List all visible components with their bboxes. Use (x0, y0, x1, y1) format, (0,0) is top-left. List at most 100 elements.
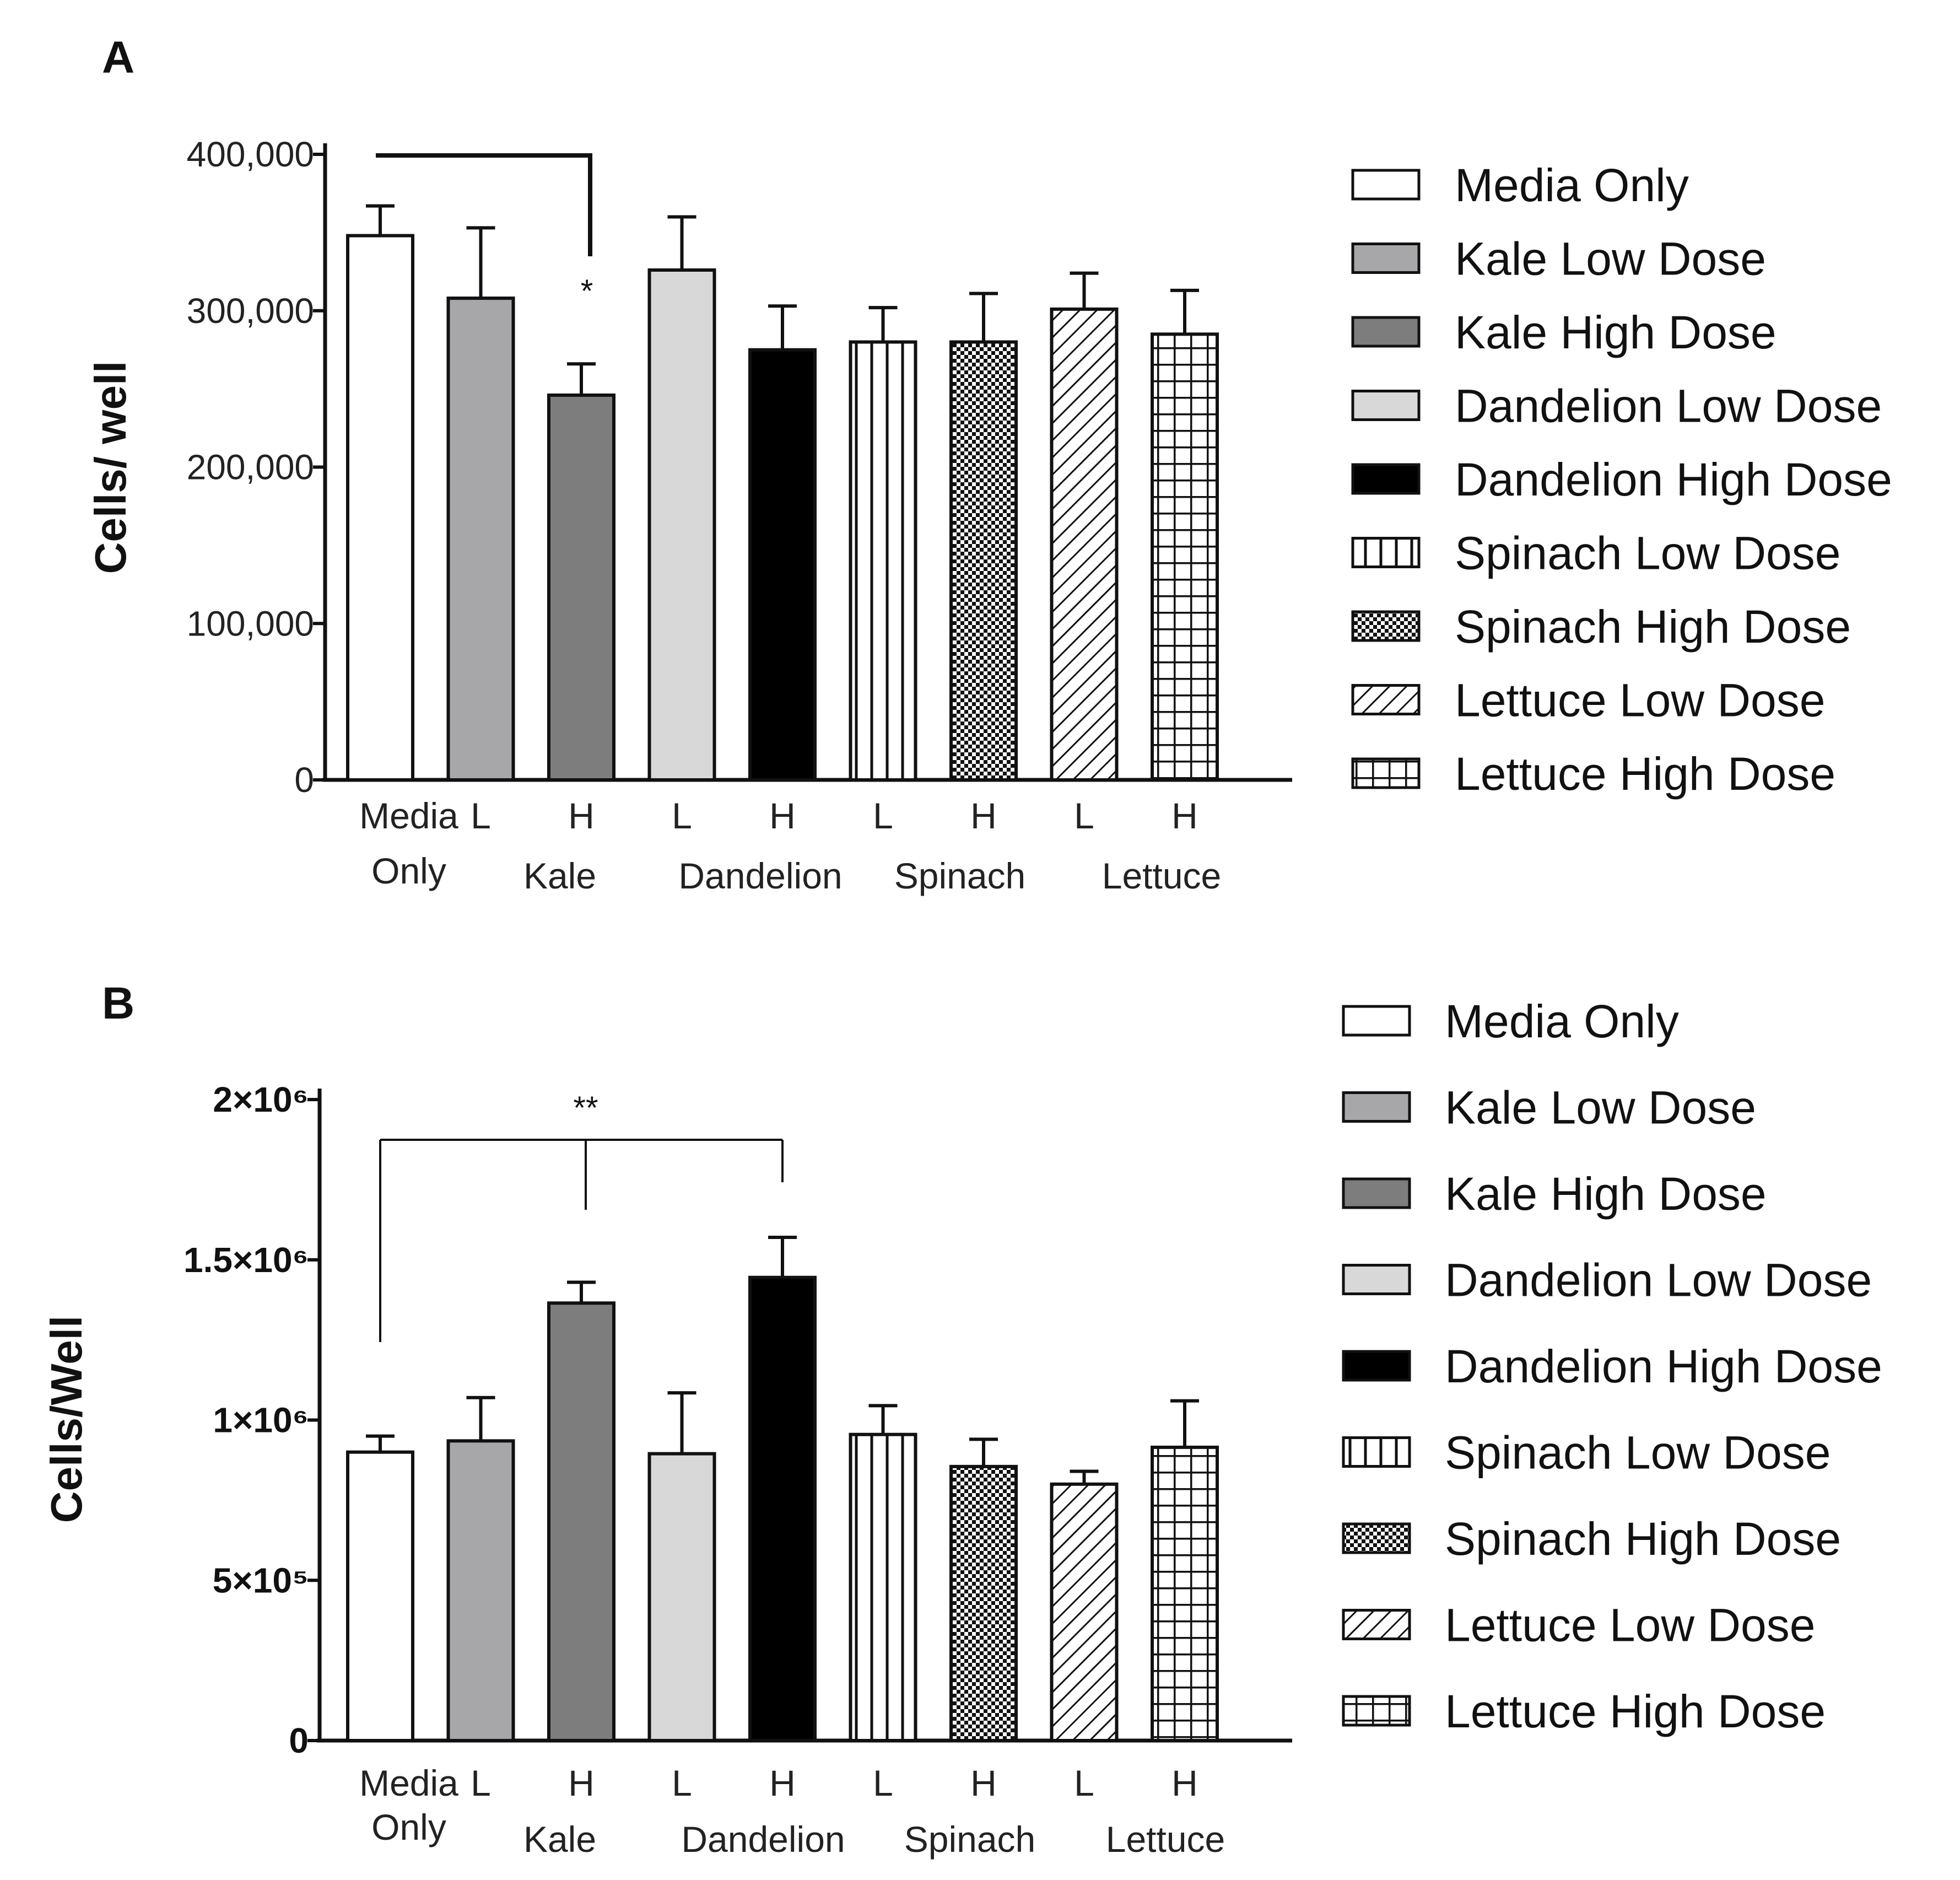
legend-swatch (1342, 1522, 1411, 1554)
x-dose-label: L (873, 795, 893, 836)
legend-label: Lettuce Low Dose (1455, 675, 1825, 726)
legend-label: Dandelion Low Dose (1445, 1254, 1872, 1306)
bar-spinach-low-dose (849, 340, 917, 782)
legend-label: Spinach High Dose (1455, 601, 1851, 653)
legend-label: Lettuce High Dose (1455, 748, 1835, 800)
x-dose-label: H (1171, 795, 1198, 836)
y-tick-label: 1.5×10⁶ (183, 1240, 309, 1280)
legend-swatch (1342, 1350, 1411, 1382)
legend-label: Kale High Dose (1445, 1168, 1767, 1220)
legend-swatch (1351, 316, 1421, 348)
legend-label: Kale High Dose (1455, 306, 1777, 358)
x-group-label-media-only: Media Only (359, 795, 458, 891)
legend-label: Media Only (1445, 995, 1679, 1047)
legend-swatch (1351, 537, 1421, 568)
bar-kale-high-dose (547, 393, 615, 782)
legend-swatch (1342, 1264, 1411, 1295)
legend-label: Lettuce High Dose (1445, 1685, 1826, 1737)
y-tick-label: 100,000 (187, 604, 314, 643)
legend-swatch (1342, 1609, 1411, 1640)
bar-kale-low-dose (446, 297, 515, 782)
panel-b-label: B (102, 978, 134, 1028)
x-group-label: Dandelion (681, 1819, 845, 1860)
y-axis-title: Cells/ well (86, 361, 135, 574)
legend-label: Dandelion High Dose (1445, 1340, 1882, 1392)
x-dose-label: H (769, 1763, 796, 1803)
significance-stars: ** (573, 1090, 598, 1126)
x-dose-label: L (471, 1763, 491, 1803)
bar-spinach-low-dose (849, 1432, 917, 1742)
bar-spinach-high-dose (949, 1464, 1018, 1742)
bar-dandelion-high-dose (748, 1275, 817, 1742)
x-dose-label: H (568, 795, 595, 836)
legend-swatch (1351, 390, 1421, 421)
x-dose-label: L (1074, 1763, 1094, 1803)
x-dose-label: L (471, 795, 491, 836)
bar-dandelion-low-dose (647, 268, 716, 782)
panel-a-legend: Media Only Kale Low Dose Kale High Dose Dan… (1351, 159, 1892, 800)
y-tick-label: 0 (294, 760, 314, 800)
x-dose-label: L (672, 795, 692, 836)
x-dose-label: H (769, 795, 796, 836)
y-tick-label: 0 (289, 1721, 309, 1760)
legend-swatch (1342, 1091, 1411, 1123)
significance-star: * (581, 273, 593, 309)
bar-dandelion-high-dose (748, 348, 817, 782)
bar-lettuce-low-dose (1050, 1482, 1119, 1743)
x-dose-label: L (873, 1763, 893, 1803)
legend-swatch (1351, 243, 1421, 274)
legend-label: Media Only (1455, 159, 1689, 211)
y-tick-label: 300,000 (187, 291, 314, 331)
panel-a-chart: 0 100,000 200,000 300,000 400,000 Cells/ well… (86, 134, 1292, 896)
y-tick-label: 5×10⁵ (213, 1560, 309, 1600)
bar-kale-low-dose (446, 1439, 515, 1743)
x-dose-label: H (970, 1763, 997, 1803)
legend-label: Spinach High Dose (1445, 1513, 1841, 1565)
x-group-label: Kale (523, 855, 596, 896)
legend-label: Lettuce Low Dose (1445, 1599, 1815, 1651)
legend-swatch (1351, 169, 1421, 201)
x-group-label: Spinach (894, 855, 1026, 896)
legend-swatch (1342, 1695, 1411, 1727)
x-group-label: Dandelion (678, 855, 842, 896)
legend-swatch (1351, 684, 1421, 715)
legend-label: Kale Low Dose (1455, 233, 1766, 285)
legend-label: Dandelion Low Dose (1455, 380, 1882, 432)
legend-swatch (1342, 1005, 1411, 1037)
x-group-label: Spinach (904, 1819, 1036, 1860)
x-group-label-media-only: Media Only (359, 1763, 458, 1847)
legend-swatch (1342, 1436, 1411, 1468)
x-dose-label: L (1074, 795, 1094, 836)
y-axis-title: Cells/Well (42, 1316, 91, 1523)
panel-a-label: A (102, 33, 134, 83)
legend-swatch (1351, 757, 1421, 789)
legend-swatch (1342, 1177, 1411, 1209)
bar-media-only (346, 234, 414, 782)
bar-lettuce-high-dose (1151, 332, 1219, 782)
bar-kale-high-dose (547, 1301, 615, 1742)
x-group-label: Lettuce (1102, 855, 1222, 896)
bar-dandelion-low-dose (647, 1452, 716, 1743)
legend-label: Spinach Low Dose (1455, 527, 1840, 579)
y-tick-label: 200,000 (187, 448, 314, 487)
y-tick-label: 2×10⁶ (213, 1080, 309, 1119)
y-tick-label: 400,000 (187, 134, 314, 174)
legend-label: Spinach Low Dose (1445, 1427, 1831, 1479)
significance-bracket (376, 153, 592, 256)
bar-media-only (346, 1450, 414, 1742)
panel-b-legend: Media Only Kale Low Dose Kale High Dose Dan… (1342, 995, 1882, 1737)
y-tick-label: 1×10⁶ (213, 1400, 309, 1440)
bar-lettuce-low-dose (1050, 307, 1119, 782)
x-dose-label: H (1171, 1763, 1198, 1803)
x-group-label: Kale (523, 1819, 596, 1860)
x-group-label: Lettuce (1106, 1819, 1225, 1860)
bar-spinach-high-dose (949, 340, 1018, 782)
legend-label: Dandelion High Dose (1455, 454, 1892, 505)
x-dose-label: L (672, 1763, 692, 1803)
bar-lettuce-high-dose (1151, 1445, 1219, 1742)
x-dose-label: H (970, 795, 997, 836)
x-dose-label: H (568, 1763, 595, 1803)
legend-label: Kale Low Dose (1445, 1082, 1756, 1134)
legend-swatch (1351, 610, 1421, 642)
